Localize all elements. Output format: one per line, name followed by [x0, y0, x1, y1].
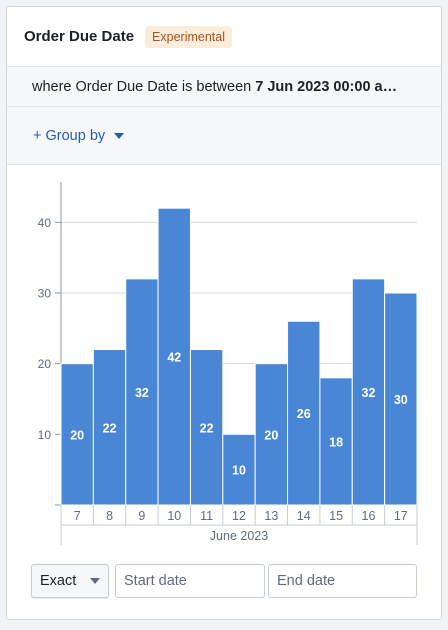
end-date-input[interactable] — [268, 564, 417, 598]
x-tick-label: 17 — [394, 509, 408, 523]
x-group-label: June 2023 — [210, 529, 268, 543]
bar-value-label: 42 — [167, 351, 181, 365]
group-by-button[interactable]: + Group by — [33, 127, 125, 144]
chevron-down-icon — [90, 578, 101, 584]
x-tick-label: 13 — [264, 509, 278, 523]
filter-value: 7 Jun 2023 00:00 a… — [255, 78, 398, 95]
bar-value-label: 32 — [362, 386, 376, 400]
bar — [92, 349, 127, 506]
bar-value-label: 20 — [70, 428, 84, 442]
widget-header: Order Due Date Experimental — [7, 7, 441, 67]
bar — [319, 377, 353, 506]
bar-value-label: 20 — [264, 428, 278, 442]
x-tick-label: 11 — [200, 509, 213, 523]
histogram-widget: Order Due Date Experimental where Order … — [6, 6, 442, 620]
bar — [125, 278, 159, 506]
filter-summary[interactable]: where Order Due Date is between 7 Jun 20… — [7, 67, 441, 107]
x-tick-label: 16 — [362, 509, 376, 523]
bucket-select-value: Exact — [40, 573, 77, 589]
widget-title: Order Due Date — [24, 28, 135, 45]
bar — [157, 207, 191, 506]
bar-value-label: 22 — [103, 421, 117, 435]
bar-chart: 10 20 30 40 20 22 32 42 22 10 20 26 18 32 30 7 8 9 10 11 12 1… — [7, 167, 441, 557]
y-tick-label: 40 — [38, 216, 52, 230]
chart-svg: 10 20 30 40 20 22 32 42 22 10 20 26 18 32 30 7 8 9 10 11 12 1… — [38, 182, 418, 545]
bar-value-label: 32 — [135, 386, 149, 400]
filter-prefix: where Order Due Date is between — [32, 78, 252, 95]
start-date-input[interactable] — [115, 564, 265, 598]
group-by-row: + Group by — [7, 107, 441, 165]
x-tick-label: 12 — [232, 509, 246, 523]
bar-value-label: 10 — [232, 464, 246, 478]
x-tick-label: 10 — [167, 509, 181, 523]
y-tick-label: 30 — [38, 287, 52, 301]
x-tick-label: 15 — [329, 509, 343, 523]
bar — [254, 363, 289, 506]
bar-value-label: 26 — [297, 407, 311, 421]
x-tick-label: 9 — [138, 509, 145, 523]
bar — [189, 349, 224, 506]
caret-down-icon — [114, 132, 125, 139]
y-tick-label: 10 — [38, 428, 52, 442]
bar — [222, 433, 256, 506]
experimental-badge: Experimental — [145, 25, 232, 48]
x-tick-label: 7 — [74, 509, 81, 523]
bar — [351, 278, 386, 506]
bar — [287, 320, 321, 506]
bar-value-label: 22 — [200, 421, 214, 435]
bar-value-label: 30 — [394, 393, 408, 407]
group-by-label: + Group by — [33, 127, 106, 144]
bar-value-label: 18 — [329, 435, 343, 449]
x-tick-label: 8 — [106, 509, 113, 523]
date-controls: Exact — [31, 564, 417, 598]
y-tick-label: 20 — [38, 357, 52, 371]
bucket-select[interactable]: Exact — [31, 564, 109, 598]
bar — [384, 292, 418, 506]
x-tick-label: 14 — [297, 509, 311, 523]
